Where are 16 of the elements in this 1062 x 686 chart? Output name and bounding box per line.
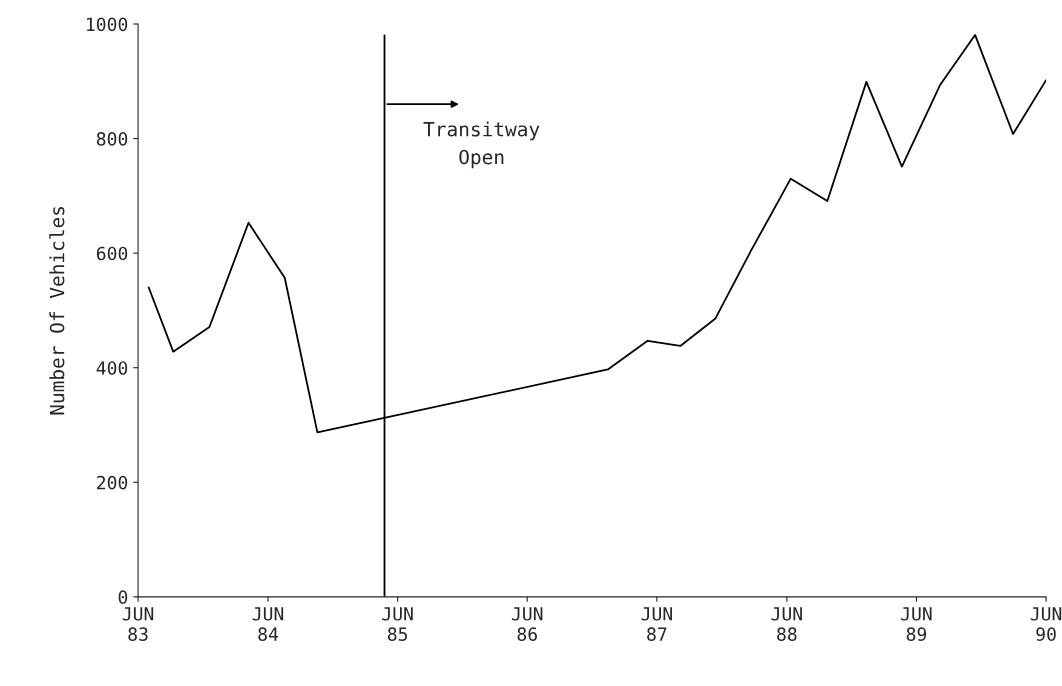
x-tick-label: JUN 88 (771, 607, 802, 641)
y-tick-label: 600 (96, 246, 128, 261)
y-tick-label: 200 (97, 475, 128, 490)
x-tick-label: JUN 85 (382, 607, 413, 641)
x-tick-label: JUN 87 (641, 607, 672, 641)
y-tick-label: 1000 (87, 17, 128, 32)
y-tick-label: 0 (118, 590, 128, 604)
ref-line-label: Transitway Open (423, 121, 540, 169)
y-axis-title: Number Of Vehicles (49, 206, 65, 415)
x-tick-label: JUN 83 (122, 607, 154, 641)
y-tick-label: 800 (96, 132, 128, 146)
x-tick-label: JUN 89 (901, 607, 932, 641)
y-tick-label: 400 (96, 361, 128, 375)
x-tick-label: JUN 86 (511, 607, 543, 641)
x-tick-label: JUN 90 (1030, 607, 1062, 641)
x-tick-label: JUN 84 (252, 607, 284, 641)
